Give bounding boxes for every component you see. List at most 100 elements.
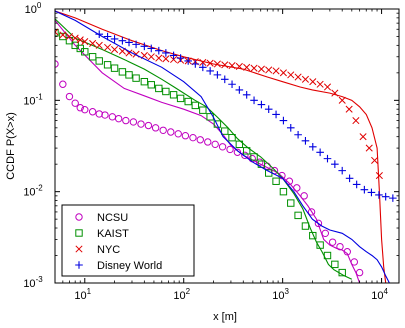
data-point-kaist — [235, 140, 244, 149]
data-point-ncsu — [71, 99, 79, 107]
data-point-nyc — [125, 49, 133, 57]
data-point-disney-world — [162, 49, 170, 57]
data-point-disney-world — [360, 185, 369, 194]
data-point-disney-world — [140, 42, 149, 51]
data-point-disney-world — [272, 110, 280, 119]
data-point-nyc — [199, 58, 207, 66]
data-point-disney-world — [147, 44, 156, 53]
data-point-ncsu — [88, 108, 97, 116]
data-point-ncsu — [278, 171, 286, 180]
legend-marker-ncsu — [75, 213, 83, 221]
data-point-nyc — [170, 55, 178, 64]
legend-marker-kaist — [75, 229, 83, 237]
data-point-nyc — [89, 39, 97, 47]
data-point-ncsu — [196, 136, 204, 144]
legend-marker-disney-world — [75, 261, 83, 269]
series-kaist — [55, 18, 353, 280]
data-point-disney-world — [308, 142, 317, 151]
data-point-kaist — [184, 97, 192, 106]
data-point-kaist — [88, 53, 97, 61]
data-point-disney-world — [228, 80, 236, 89]
data-point-disney-world — [250, 96, 258, 105]
data-point-nyc — [371, 156, 379, 164]
data-point-nyc — [338, 96, 346, 104]
series-line-nyc — [55, 10, 387, 283]
data-point-kaist — [155, 84, 163, 93]
data-point-nyc — [250, 64, 258, 72]
data-point-kaist — [309, 231, 317, 240]
data-point-ncsu — [355, 268, 364, 277]
data-point-nyc — [359, 133, 367, 141]
data-point-kaist — [191, 101, 200, 110]
data-point-disney-world — [257, 100, 266, 109]
data-point-nyc — [147, 53, 155, 61]
data-point-kaist — [213, 120, 222, 128]
series-layer — [55, 10, 397, 283]
data-point-ncsu — [314, 219, 323, 228]
data-point-disney-world — [213, 71, 222, 79]
legend-label-ncsu: NCSU — [97, 212, 128, 224]
data-point-ncsu — [95, 110, 103, 118]
data-point-nyc — [65, 32, 74, 41]
data-point-disney-world — [345, 174, 354, 183]
data-point-kaist — [95, 57, 103, 65]
data-point-disney-world — [389, 194, 397, 202]
data-point-disney-world — [191, 60, 200, 68]
ticks-layer: 101 102 103 104 100 10-1 10-2 10-3 — [23, 1, 399, 302]
data-point-disney-world — [199, 63, 207, 72]
data-point-ncsu — [181, 131, 190, 140]
data-point-nyc — [213, 60, 221, 68]
data-point-kaist — [221, 127, 229, 135]
data-point-ncsu — [144, 121, 153, 130]
data-point-disney-world — [264, 105, 273, 113]
legend-label-disney-world: Disney World — [97, 260, 162, 272]
data-point-ncsu — [137, 120, 145, 128]
x-tick-label: 104 — [371, 287, 388, 302]
data-point-nyc — [309, 78, 317, 86]
data-point-ncsu — [76, 104, 84, 112]
data-point-ncsu — [211, 140, 219, 149]
data-point-nyc — [365, 144, 373, 152]
data-point-disney-world — [184, 57, 192, 65]
data-point-disney-world — [279, 116, 288, 125]
data-point-kaist — [162, 87, 170, 96]
data-point-kaist — [323, 251, 332, 260]
legend-label-kaist: KAIST — [97, 228, 129, 240]
data-point-nyc — [272, 67, 280, 75]
data-point-disney-world — [286, 124, 295, 132]
data-point-kaist — [81, 48, 89, 56]
data-point-kaist — [279, 187, 288, 196]
data-point-disney-world — [331, 160, 339, 168]
x-tick-label: 102 — [173, 287, 190, 302]
y-tick-label: 100 — [25, 1, 42, 16]
data-point-ncsu — [321, 229, 330, 238]
data-point-ncsu — [167, 128, 175, 136]
data-point-disney-world — [381, 192, 390, 201]
data-point-ncsu — [255, 158, 264, 166]
data-point-ncsu — [159, 126, 167, 134]
data-point-nyc — [228, 62, 236, 70]
data-point-kaist — [294, 211, 302, 220]
data-point-nyc — [95, 41, 103, 49]
data-point-kaist — [59, 32, 67, 41]
data-point-ncsu — [343, 248, 351, 256]
plot-area — [55, 10, 397, 283]
y-tick-label: 10-3 — [23, 275, 43, 290]
data-point-ncsu — [233, 148, 242, 156]
data-point-disney-world — [132, 40, 140, 49]
data-point-nyc — [162, 55, 170, 63]
data-point-kaist — [140, 77, 149, 86]
data-point-ncsu — [59, 80, 67, 88]
data-point-nyc — [155, 54, 163, 62]
data-point-kaist — [228, 133, 236, 142]
data-point-disney-world — [155, 46, 163, 55]
data-point-disney-world — [235, 86, 244, 94]
data-point-kaist — [125, 71, 133, 79]
data-point-kaist — [272, 177, 280, 185]
data-point-disney-world — [352, 180, 361, 189]
data-point-kaist — [338, 268, 346, 277]
data-point-ncsu — [336, 242, 344, 251]
data-point-disney-world — [169, 51, 178, 60]
data-point-kaist — [147, 81, 155, 89]
data-point-nyc — [301, 75, 309, 83]
